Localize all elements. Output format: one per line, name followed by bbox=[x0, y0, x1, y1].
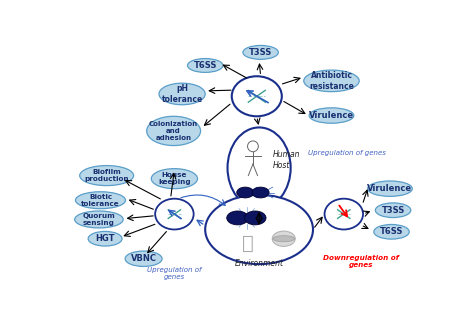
Text: Antibiotic
resistance: Antibiotic resistance bbox=[309, 71, 354, 91]
Text: T3SS: T3SS bbox=[249, 48, 272, 57]
Ellipse shape bbox=[125, 251, 162, 266]
Text: Downregulation of
genes: Downregulation of genes bbox=[323, 255, 399, 268]
Ellipse shape bbox=[325, 199, 363, 230]
Ellipse shape bbox=[237, 187, 254, 198]
Text: Environment: Environment bbox=[235, 259, 283, 268]
Text: HGT: HGT bbox=[95, 234, 115, 243]
Text: House
keeping: House keeping bbox=[158, 172, 191, 185]
Ellipse shape bbox=[80, 166, 134, 186]
Text: VBNC: VBNC bbox=[131, 254, 156, 263]
Ellipse shape bbox=[227, 211, 248, 225]
Ellipse shape bbox=[375, 203, 411, 218]
Text: Upregulation of genes: Upregulation of genes bbox=[309, 149, 386, 156]
Ellipse shape bbox=[75, 192, 126, 209]
Ellipse shape bbox=[146, 116, 201, 145]
Ellipse shape bbox=[159, 83, 205, 105]
Ellipse shape bbox=[273, 236, 294, 242]
Text: Upregulation of
genes: Upregulation of genes bbox=[147, 267, 201, 280]
Text: T6SS: T6SS bbox=[193, 61, 217, 70]
Ellipse shape bbox=[309, 108, 354, 123]
Text: ⌒: ⌒ bbox=[242, 234, 254, 253]
Text: Biotic
tolerance: Biotic tolerance bbox=[81, 194, 120, 207]
Ellipse shape bbox=[368, 181, 412, 196]
Ellipse shape bbox=[88, 231, 122, 246]
Ellipse shape bbox=[232, 76, 282, 116]
Text: Virulence: Virulence bbox=[309, 111, 354, 120]
Ellipse shape bbox=[228, 127, 291, 208]
Text: Colonization
and
adhesion: Colonization and adhesion bbox=[149, 121, 198, 141]
Ellipse shape bbox=[374, 224, 409, 239]
Text: Virulence: Virulence bbox=[367, 184, 412, 193]
Ellipse shape bbox=[304, 70, 359, 92]
Ellipse shape bbox=[75, 211, 123, 228]
Text: T3SS: T3SS bbox=[382, 206, 405, 215]
Ellipse shape bbox=[252, 187, 269, 198]
Ellipse shape bbox=[272, 231, 295, 247]
Ellipse shape bbox=[243, 46, 278, 59]
Text: Biofilm
production: Biofilm production bbox=[84, 169, 129, 182]
Ellipse shape bbox=[205, 195, 313, 264]
Ellipse shape bbox=[188, 58, 223, 73]
Text: Human
Host: Human Host bbox=[273, 151, 301, 170]
Text: pH
tolerance: pH tolerance bbox=[162, 84, 203, 104]
Ellipse shape bbox=[151, 169, 198, 189]
Ellipse shape bbox=[245, 211, 266, 225]
Ellipse shape bbox=[155, 199, 194, 230]
Text: Quorum
sensing: Quorum sensing bbox=[82, 213, 115, 226]
Text: T6SS: T6SS bbox=[380, 227, 403, 236]
